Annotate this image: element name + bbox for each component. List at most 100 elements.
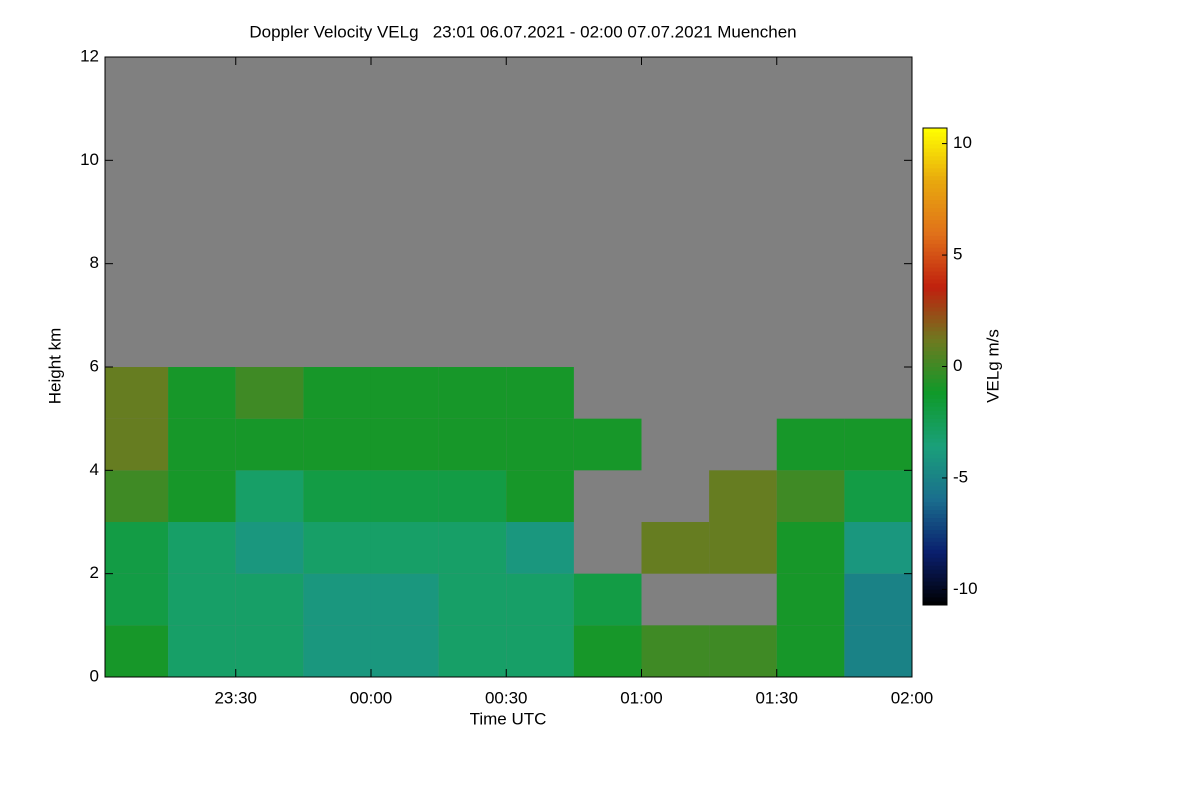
- colorbar-segment: [923, 318, 947, 324]
- colorbar-segment: [923, 585, 947, 590]
- colorbar-segment: [923, 203, 947, 208]
- heatmap-cell: [168, 367, 236, 419]
- colorbar-segment: [923, 481, 947, 487]
- colorbar-segment: [923, 215, 947, 220]
- colorbar-tick-label: -5: [953, 467, 968, 486]
- y-tick-label: 6: [90, 356, 99, 375]
- x-tick-label: 00:30: [485, 688, 528, 707]
- colorbar-segment: [923, 453, 947, 459]
- heatmap-cell: [776, 470, 845, 522]
- colorbar-segment: [923, 147, 947, 153]
- y-tick-label: 10: [80, 150, 99, 169]
- colorbar-segment: [923, 465, 947, 471]
- heatmap-cell: [235, 573, 304, 626]
- heatmap-cell: [506, 367, 574, 419]
- colorbar-segment: [923, 346, 947, 352]
- colorbar-segment: [923, 549, 947, 554]
- colorbar-segment: [923, 477, 947, 483]
- heatmap-cell: [370, 367, 439, 419]
- colorbar-tick-label: 10: [953, 133, 972, 152]
- colorbar-segment: [923, 537, 947, 542]
- heatmap-cell: [105, 470, 169, 522]
- colorbar-segment: [923, 163, 947, 169]
- heatmap-cell: [641, 625, 710, 677]
- heatmap-cell: [844, 625, 912, 677]
- colorbar-segment: [923, 275, 947, 280]
- colorbar-segment: [923, 271, 947, 276]
- x-tick-label: 23:30: [214, 688, 257, 707]
- colorbar-segment: [923, 334, 947, 340]
- heatmap-cell: [235, 418, 304, 471]
- colorbar-segment: [923, 593, 947, 598]
- colorbar-segment: [923, 139, 947, 145]
- colorbar-segment: [923, 533, 947, 538]
- colorbar-segment: [923, 131, 947, 137]
- heatmap-cell: [105, 522, 169, 574]
- colorbar-segment: [923, 545, 947, 550]
- heatmap-cell: [168, 573, 236, 626]
- colorbar-segment: [923, 489, 947, 495]
- colorbar-segment: [923, 493, 947, 499]
- colorbar-segment: [923, 461, 947, 467]
- heatmap-cell: [709, 522, 777, 574]
- y-tick-label: 12: [80, 46, 99, 65]
- heatmap-cell: [235, 367, 304, 419]
- colorbar-segment: [923, 358, 947, 364]
- heatmap-cell: [303, 625, 371, 677]
- colorbar-segment: [923, 517, 947, 523]
- colorbar-segment: [923, 287, 947, 292]
- colorbar-segment: [923, 406, 947, 411]
- colorbar-segment: [923, 151, 947, 157]
- colorbar-segment: [923, 255, 947, 260]
- heatmap-cell: [370, 573, 439, 626]
- colorbar-segment: [923, 263, 947, 268]
- colorbar-segment: [923, 350, 947, 356]
- heatmap-cell: [506, 522, 574, 574]
- heatmap-cell: [776, 522, 845, 574]
- colorbar-segment: [923, 382, 947, 387]
- colorbar-segment: [923, 128, 947, 133]
- colorbar-segment: [923, 207, 947, 212]
- colorbar-segment: [923, 402, 947, 407]
- colorbar-segment: [923, 438, 947, 443]
- colorbar-segment: [923, 509, 947, 515]
- colorbar-segment: [923, 553, 947, 558]
- colorbar-segment: [923, 418, 947, 423]
- colorbar-segment: [923, 259, 947, 264]
- colorbar-segment: [923, 191, 947, 197]
- colorbar-segment: [923, 314, 947, 320]
- colorbar-segment: [923, 589, 947, 594]
- colorbar-segment: [923, 223, 947, 228]
- heatmap-cell: [303, 367, 371, 419]
- colorbar-segment: [923, 322, 947, 328]
- heatmap-cell: [709, 625, 777, 677]
- heatmap-cell: [370, 470, 439, 522]
- colorbar-segment: [923, 410, 947, 415]
- colorbar-segment: [923, 497, 947, 503]
- colorbar-segment: [923, 426, 947, 431]
- colorbar-segment: [923, 279, 947, 284]
- colorbar-tick-label: -10: [953, 579, 978, 598]
- y-tick-label: 4: [90, 460, 99, 479]
- colorbar-segment: [923, 306, 947, 312]
- heatmap-cell: [105, 367, 169, 419]
- colorbar-segment: [923, 505, 947, 511]
- heatmap-cell: [105, 573, 169, 626]
- heatmap-cell: [506, 573, 574, 626]
- x-tick-label: 01:00: [620, 688, 663, 707]
- heatmap-cell: [168, 625, 236, 677]
- colorbar-segment: [923, 565, 947, 570]
- colorbar-tick-label: 5: [953, 245, 962, 264]
- heatmap-cell: [844, 470, 912, 522]
- heatmap-cell: [438, 522, 507, 574]
- y-axis-label: Height km: [45, 328, 64, 405]
- colorbar-segment: [923, 557, 947, 562]
- colorbar-segment: [923, 473, 947, 479]
- heatmap-cell: [235, 470, 304, 522]
- colorbar-segment: [923, 378, 947, 383]
- y-tick-label: 8: [90, 253, 99, 272]
- colorbar-segment: [923, 294, 947, 300]
- colorbar-segment: [923, 283, 947, 288]
- colorbar-segment: [923, 561, 947, 566]
